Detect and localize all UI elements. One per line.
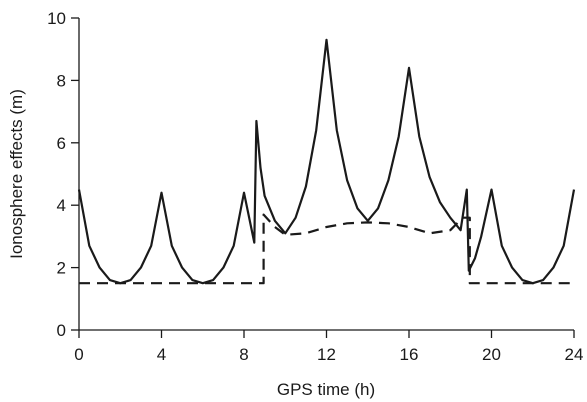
- y-tick-label: 10: [47, 9, 66, 28]
- y-tick-label: 8: [57, 71, 66, 90]
- x-axis-title: GPS time (h): [277, 380, 375, 399]
- x-tick-label: 8: [239, 345, 248, 364]
- x-tick-label: 24: [565, 345, 584, 364]
- x-tick-label: 0: [74, 345, 83, 364]
- x-tick-label: 12: [317, 345, 336, 364]
- y-tick-label: 6: [57, 134, 66, 153]
- y-tick-label: 0: [57, 321, 66, 340]
- x-ticks: 0 4 8 12 16 20 24: [74, 330, 583, 364]
- x-tick-label: 16: [400, 345, 419, 364]
- y-axis-title: Ionosphere effects (m): [7, 89, 26, 259]
- x-tick-label: 4: [157, 345, 166, 364]
- y-tick-label: 2: [57, 259, 66, 278]
- series-line-dashed: [79, 213, 574, 285]
- y-tick-label: 4: [57, 196, 66, 215]
- series-line-solid: [77, 38, 576, 285]
- y-ticks: 0 2 4 6 8 10: [47, 9, 79, 340]
- plot-area: [77, 38, 576, 285]
- x-tick-label: 20: [482, 345, 501, 364]
